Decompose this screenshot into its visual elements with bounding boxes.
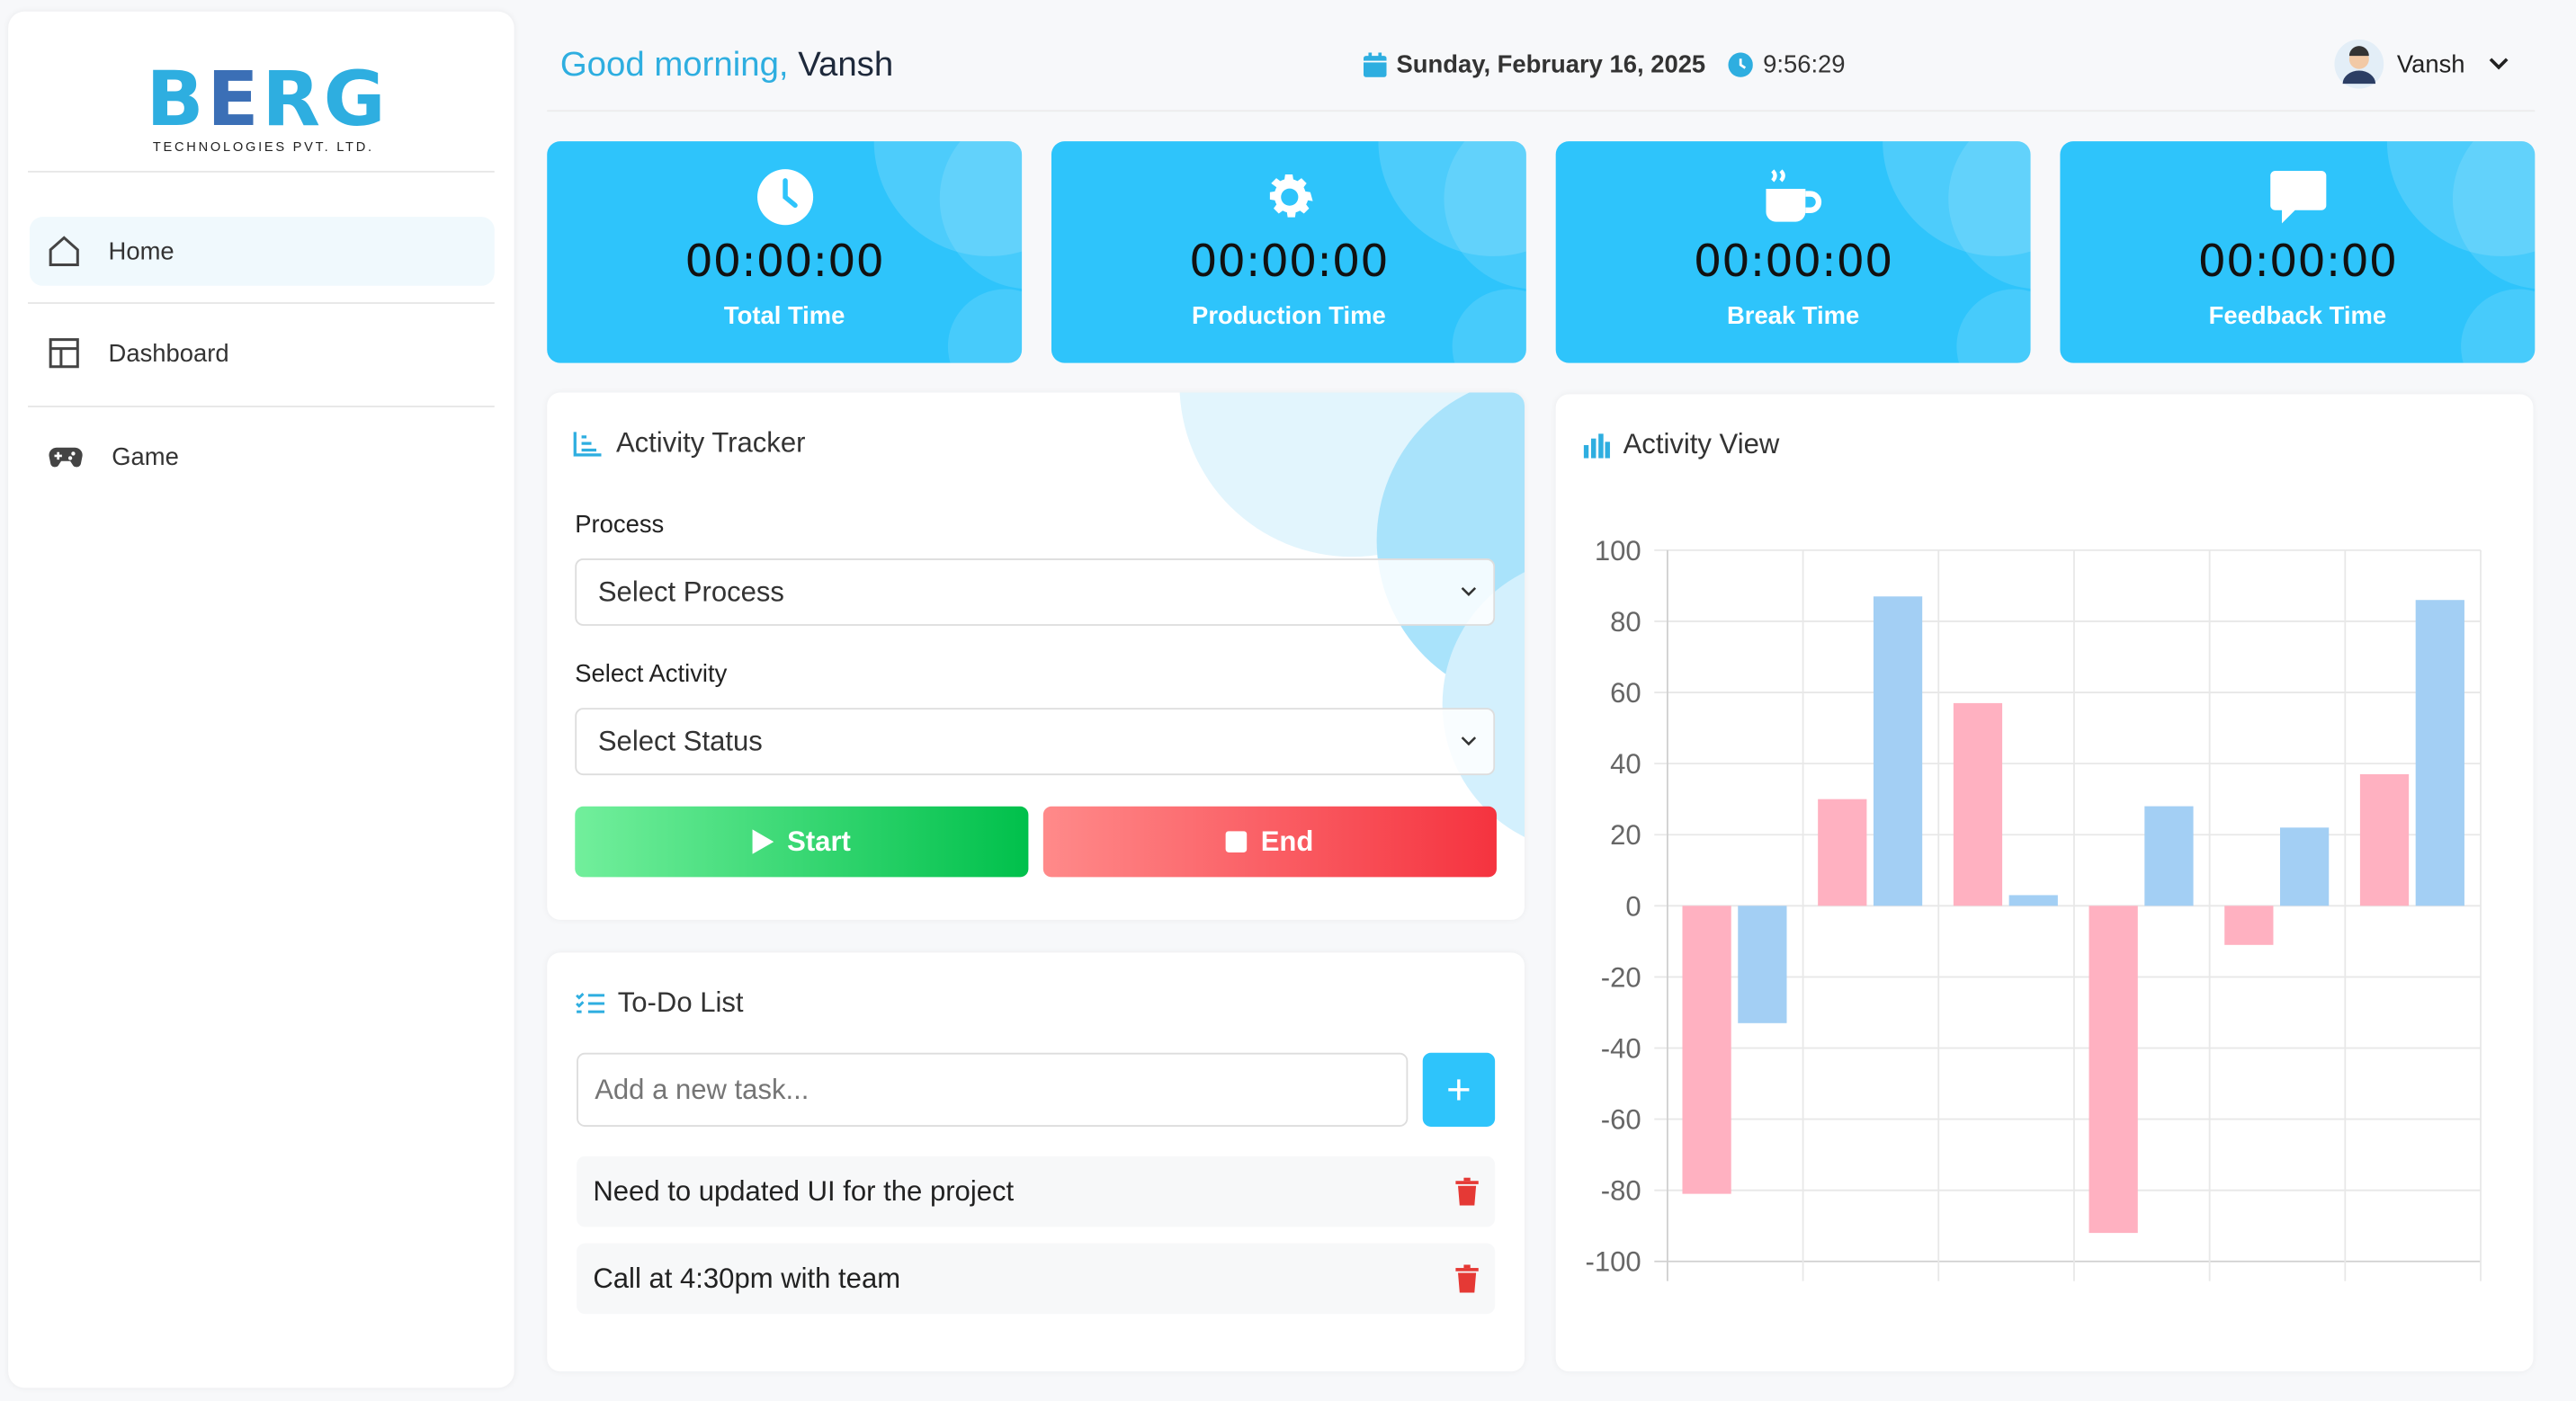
avatar: [2334, 39, 2384, 89]
bar-series1-6: [2359, 774, 2410, 906]
new-task-input[interactable]: [577, 1052, 1409, 1127]
clock-icon: [1728, 52, 1754, 77]
play-icon: [752, 829, 774, 854]
y-tick-label: 80: [1610, 606, 1641, 638]
trash-icon[interactable]: [1455, 1177, 1479, 1206]
y-tick-label: -80: [1601, 1175, 1641, 1207]
bar-series2-1: [1738, 906, 1787, 1023]
clock-icon: [547, 167, 1022, 227]
list-item: Need to updated UI for the project: [577, 1156, 1496, 1227]
y-tick-label: -20: [1601, 961, 1641, 993]
stat-card-break-time: 00:00:00 Break Time: [1555, 141, 2031, 363]
stat-label: Total Time: [723, 302, 845, 331]
list-check-icon: [576, 992, 605, 1013]
stop-icon: [1226, 831, 1248, 852]
stat-value: 00:00:00: [684, 236, 884, 288]
comment-icon: [2060, 167, 2535, 227]
gamepad-icon: [49, 447, 83, 468]
sidebar-item-dashboard[interactable]: Dashboard: [30, 318, 495, 388]
trash-icon[interactable]: [1455, 1264, 1479, 1293]
y-tick-label: 0: [1625, 890, 1641, 922]
y-tick-label: 40: [1610, 748, 1641, 780]
stat-label: Break Time: [1726, 302, 1860, 331]
bar-series1-1: [1682, 906, 1731, 1194]
start-button[interactable]: Start: [575, 806, 1029, 878]
coffee-icon: [1556, 167, 2031, 227]
profile-menu[interactable]: Vansh: [2334, 39, 2510, 89]
stat-card-production-time: 00:00:00 Production Time: [1051, 141, 1526, 363]
layout-icon: [49, 338, 79, 369]
y-tick-label: -60: [1601, 1104, 1641, 1136]
bar-series2-4: [2144, 806, 2194, 906]
y-tick-label: 60: [1610, 677, 1641, 709]
bar-series1-5: [2224, 906, 2274, 945]
datetime: Sunday, February 16, 2025 9:56:29: [1363, 51, 1846, 79]
process-select[interactable]: Select Process: [575, 558, 1496, 626]
stat-value: 00:00:00: [1693, 236, 1893, 288]
activity-select[interactable]: Select Status: [575, 708, 1496, 776]
bar-series2-6: [2415, 600, 2464, 906]
bar-series1-4: [2089, 906, 2138, 1234]
list-item: Call at 4:30pm with team: [577, 1243, 1496, 1315]
chevron-down-icon: [2490, 58, 2509, 70]
y-tick-label: -40: [1601, 1032, 1641, 1064]
stat-card-total-time: 00:00:00 Total Time: [547, 141, 1023, 363]
todo-panel: To-Do List + Need to updated UI for the …: [547, 952, 1525, 1372]
stat-card-feedback-time: 00:00:00 Feedback Time: [2060, 141, 2536, 363]
gear-icon: [1051, 167, 1526, 227]
add-task-button[interactable]: +: [1422, 1052, 1496, 1127]
y-tick-label: -100: [1586, 1246, 1641, 1278]
chevron-down-icon: [1461, 586, 1477, 597]
activity-view-panel: Activity View 100 80 60 40 20 0 -20 -40 -60 -80 -1…: [1555, 394, 2534, 1372]
chevron-down-icon: [1461, 736, 1477, 746]
sidebar-item-game[interactable]: Game: [30, 422, 495, 491]
bar-chart-icon: [1583, 433, 1610, 458]
activity-bar-chart: 100 80 60 40 20 0 -20 -40 -60 -80 -100: [1586, 535, 2482, 1281]
bar-series1-3: [1953, 702, 2003, 906]
greeting: Good morning, Vansh: [559, 46, 894, 85]
home-icon: [49, 236, 79, 267]
stat-value: 00:00:00: [2197, 236, 2398, 288]
stat-label: Production Time: [1192, 302, 1386, 331]
sidebar: BERG TECHNOLOGIES PVT. LTD. Home Dashboa…: [8, 11, 514, 1388]
y-tick-label: 20: [1610, 819, 1641, 851]
stat-label: Feedback Time: [2208, 302, 2387, 331]
end-button[interactable]: End: [1042, 806, 1497, 878]
activity-tracker-panel: Activity Tracker Process Select Process …: [547, 392, 1525, 920]
bar-series2-3: [2008, 895, 2058, 906]
bar-series1-2: [1818, 799, 1867, 906]
bar-series2-5: [2279, 827, 2330, 906]
bar-series2-2: [1873, 596, 1923, 906]
brand-logo: BERG TECHNOLOGIES PVT. LTD.: [146, 54, 389, 155]
stat-value: 00:00:00: [1189, 236, 1389, 288]
y-tick-label: 100: [1595, 535, 1641, 567]
chart-line-icon: [573, 432, 602, 457]
calendar-icon: [1363, 52, 1387, 77]
sidebar-item-home[interactable]: Home: [29, 217, 495, 286]
